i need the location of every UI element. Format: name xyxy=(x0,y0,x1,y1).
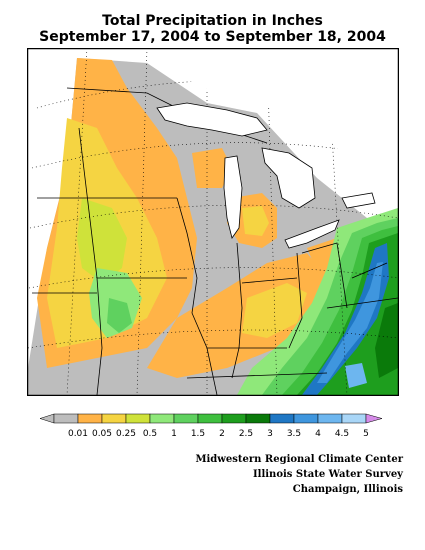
legend-swatch xyxy=(197,413,223,424)
legend-swatches xyxy=(40,413,383,424)
field-3-east xyxy=(302,243,389,395)
legend-label: 0.01 xyxy=(68,429,88,439)
field-001-south xyxy=(147,253,327,378)
legend-swatch xyxy=(173,413,199,424)
legend-swatch xyxy=(341,413,367,424)
legend-swatch xyxy=(77,413,103,424)
legend-label: 1.5 xyxy=(191,429,205,439)
lake-michigan xyxy=(223,155,243,239)
legend-label: 0.05 xyxy=(92,429,112,439)
field-005-michigan xyxy=(242,206,269,236)
legend-labels: 0.01 0.05 0.25 0.5 1 1.5 2 2.5 3 3.5 4 4.5 5 xyxy=(68,429,369,439)
legend-swatch xyxy=(245,413,271,424)
legend-swatch xyxy=(53,413,79,424)
map-title-line2: September 17, 2004 to September 18, 2004 xyxy=(39,29,386,45)
credit-line2: Illinois State Water Survey xyxy=(252,469,403,480)
legend-label: 2 xyxy=(219,429,225,439)
lake-ontario xyxy=(341,192,376,209)
credit-line3: Champaign, Illinois xyxy=(292,484,403,495)
legend-label: 2.5 xyxy=(239,429,253,439)
map-frame xyxy=(27,48,399,396)
legend-swatch xyxy=(293,413,319,424)
no-data-canada xyxy=(112,49,398,198)
legend-label: 1 xyxy=(171,429,177,439)
legend-swatch xyxy=(317,413,343,424)
lake-superior xyxy=(156,102,268,137)
precipitation-map xyxy=(27,48,399,396)
field-25-east xyxy=(375,303,398,378)
legend-label: 5 xyxy=(363,429,369,439)
legend-label: 4.5 xyxy=(335,429,349,439)
great-lakes xyxy=(156,102,376,249)
legend-label: 4 xyxy=(315,429,321,439)
legend-label: 3 xyxy=(267,429,273,439)
legend: 0.01 0.05 0.25 0.5 1 1.5 2 2.5 3 3.5 4 4.5 5 xyxy=(40,413,383,439)
credit-line1: Midwestern Regional Climate Center xyxy=(195,454,403,465)
lake-erie xyxy=(284,219,340,249)
legend-label: 0.5 xyxy=(143,429,157,439)
field-005-south xyxy=(242,283,307,338)
field-1-west xyxy=(107,298,132,333)
map-title-line1: Total Precipitation in Inches xyxy=(102,13,323,29)
field-35-east xyxy=(317,262,383,383)
legend-over-triangle xyxy=(365,413,383,424)
field-4-east xyxy=(345,363,367,388)
legend-swatch xyxy=(101,413,127,424)
field-005-north xyxy=(75,138,105,173)
lake-huron xyxy=(261,147,316,209)
legend-swatch xyxy=(149,413,175,424)
legend-under-triangle xyxy=(40,413,55,424)
field-025-west xyxy=(77,198,127,283)
legend-label: 3.5 xyxy=(287,429,301,439)
legend-label: 0.25 xyxy=(116,429,136,439)
field-001-wisconsin xyxy=(192,148,232,188)
legend-swatch xyxy=(221,413,247,424)
legend-swatch xyxy=(269,413,295,424)
legend-swatch xyxy=(125,413,151,424)
